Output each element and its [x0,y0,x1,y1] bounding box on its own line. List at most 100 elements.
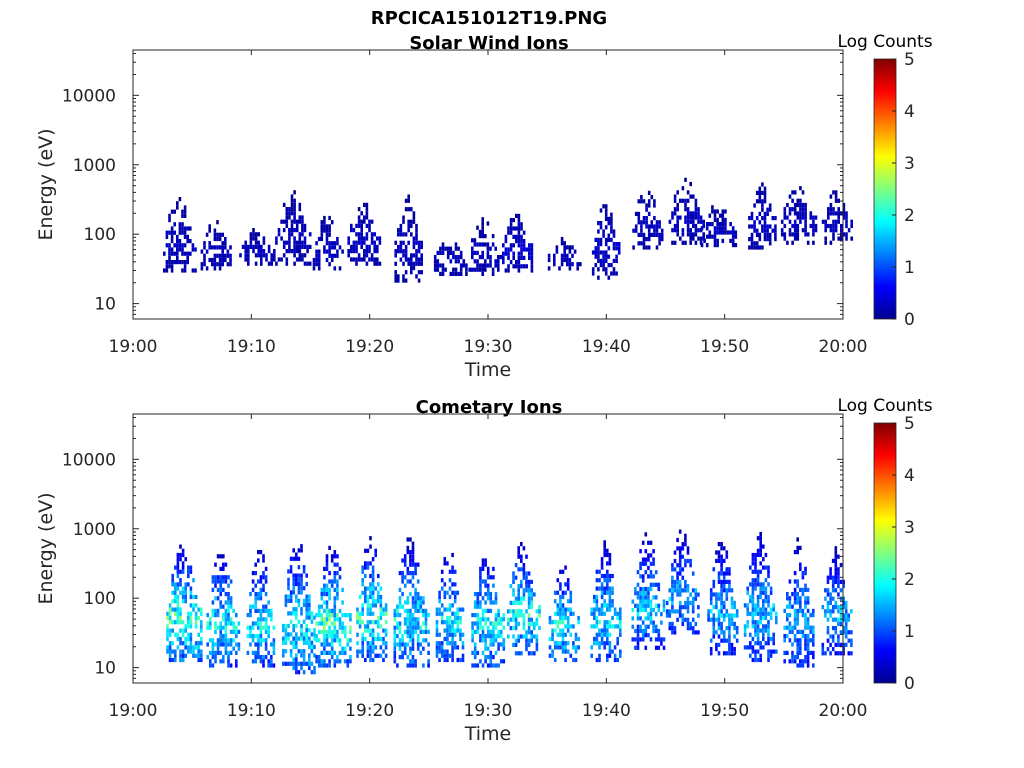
heatmap-cell [671,563,674,568]
heatmap-cell [694,596,698,601]
heatmap-cell [673,550,677,555]
heatmap-cell [491,242,495,247]
heatmap-cell [308,261,312,266]
heatmap-cell [676,588,679,593]
heatmap-cell [484,583,487,588]
heatmap-cell [525,575,528,580]
heatmap-cell [793,571,797,576]
heatmap-cell [270,663,273,668]
y-tick-label: 10000 [62,86,116,106]
heatmap-cell [593,611,596,616]
heatmap-cell [374,645,377,650]
heatmap-cell [341,625,344,630]
heatmap-cell [657,628,661,634]
heatmap-cell [323,659,326,664]
heatmap-cell [512,634,515,639]
heatmap-cell [364,636,367,642]
heatmap-cell [509,584,513,589]
heatmap-cell [527,600,531,605]
heatmap-cell [356,653,359,658]
heatmap-cell [689,236,692,241]
heatmap-cell [330,558,334,563]
heatmap-cell [644,599,648,604]
heatmap-cell [308,594,311,599]
heatmap-cells [166,529,853,675]
heatmap-cell [512,575,515,580]
heatmap-cell [168,641,172,646]
heatmap-cell [181,599,185,604]
heatmap-cell [219,583,222,588]
heatmap-cell [235,663,238,668]
heatmap-cell [398,587,402,592]
heatmap-cell [647,591,650,596]
heatmap-cell [606,578,609,583]
heatmap-cell [361,565,364,570]
heatmap-cell [282,640,285,645]
heatmap-cell [176,632,180,637]
heatmap-cell [812,634,815,639]
heatmap-cell [222,638,225,643]
heatmap-cell [184,586,187,591]
heatmap-cell [759,561,762,566]
heatmap-cell [222,604,225,609]
heatmap-cell [176,552,180,558]
heatmap-cell [471,238,474,243]
heatmap-cell [691,596,695,601]
heatmap-cell [264,575,268,580]
heatmap-cell [219,592,222,597]
heatmap-cell [267,659,270,664]
heatmap-cell [338,625,342,630]
heatmap-cell [691,571,695,576]
heatmap-cell [709,617,713,622]
heatmap-cell [530,638,533,643]
heatmap-cell [676,207,679,212]
heatmap-cell [262,236,266,241]
heatmap-cell [478,229,482,234]
heatmap-cell [361,620,364,625]
heatmap-cell [394,253,397,258]
heatmap-cell [834,219,838,224]
heatmap-cell [298,215,302,220]
heatmap-cell [176,561,180,566]
heatmap-cell [254,571,257,576]
heatmap-cell [517,264,521,269]
heatmap-cell [416,646,420,651]
heatmap-cell [350,244,353,249]
heatmap-cell [786,240,789,245]
heatmap-cell [191,247,195,252]
heatmap-cell [284,598,288,603]
heatmap-cell [456,624,460,629]
heatmap-cell [174,590,177,595]
heatmap-cell [328,232,331,237]
heatmap-cell [440,603,444,608]
heatmap-cell [639,637,642,642]
heatmap-cell [717,634,721,639]
heatmap-cell [454,267,458,272]
heatmap-cell [660,620,663,625]
heatmap-cell [673,194,677,199]
burst-2 [246,550,276,668]
heatmap-cell [409,562,412,567]
heatmap-cell [476,250,479,255]
heatmap-cell [717,617,721,622]
heatmap-cell [842,596,845,601]
heatmap-cell [564,582,567,587]
heatmap-cell [600,573,604,579]
heatmap-cell [812,655,815,660]
heatmap-cell [713,213,717,218]
heatmap-cell [649,607,653,613]
heatmap-cell [559,628,562,633]
heatmap-cell [451,565,454,570]
heatmap-cell [443,649,447,654]
heatmap-cell [762,582,765,587]
heatmap-cell [402,232,405,237]
heatmap-cell [512,234,515,239]
heatmap-cell [361,582,364,587]
heatmap-cell [712,630,716,635]
heatmap-cell [613,657,617,663]
heatmap-cell [476,267,479,272]
heatmap-cell [416,604,420,609]
heatmap-cell [293,215,296,220]
heatmap-cell [774,216,777,221]
heatmap-cell [270,642,273,647]
